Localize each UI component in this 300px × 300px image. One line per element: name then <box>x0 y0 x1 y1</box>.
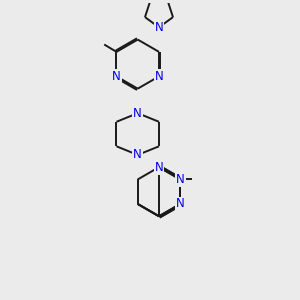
Text: N: N <box>176 197 184 211</box>
Text: N: N <box>134 107 142 120</box>
Text: N: N <box>154 161 164 174</box>
Text: N: N <box>112 70 121 83</box>
Text: N: N <box>176 173 184 186</box>
Text: N: N <box>154 21 164 34</box>
Text: N: N <box>134 148 142 161</box>
Text: N: N <box>154 70 164 83</box>
